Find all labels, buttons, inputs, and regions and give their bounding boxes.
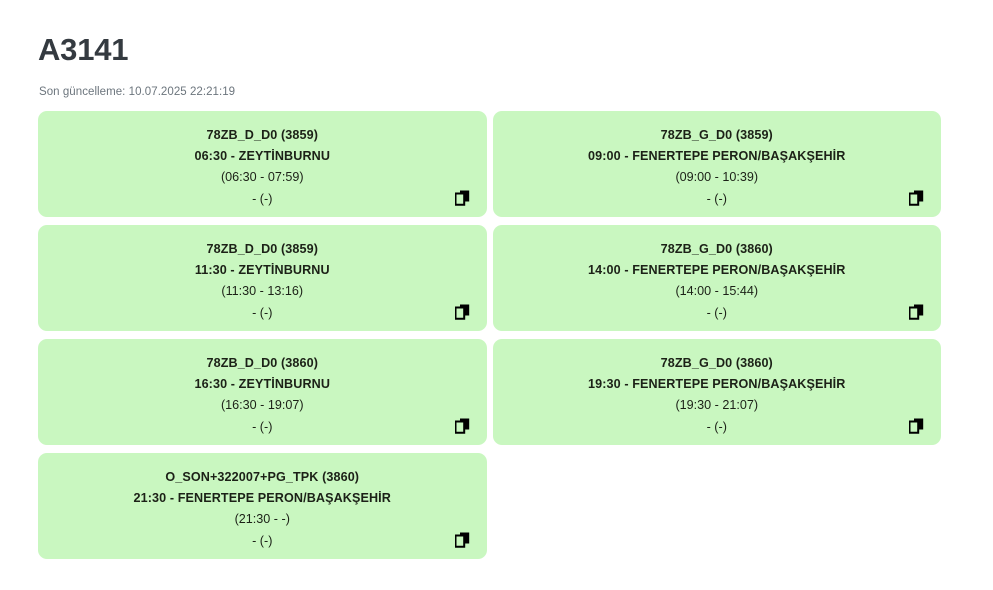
trip-service-code: 78ZB_D_D0 (3859) (206, 242, 318, 256)
trip-window: (09:00 - 10:39) (675, 170, 759, 185)
trip-service-code: 78ZB_D_D0 (3859) (206, 128, 318, 142)
trip-extra: - (-) (252, 191, 273, 206)
trip-window: (06:30 - 07:59) (220, 170, 304, 185)
trip-service-code: 78ZB_D_D0 (3860) (206, 356, 318, 370)
trip-card[interactable]: 78ZB_D_D0 (3859) 11:30 - ZEYTİNBURNU (11… (38, 225, 487, 331)
page-title: A3141 (38, 32, 129, 67)
trip-departure: 09:00 - FENERTEPE PERON/BAŞAKŞEHİR (588, 149, 846, 164)
trip-window: (14:00 - 15:44) (675, 284, 759, 299)
copy-icon[interactable] (909, 304, 924, 320)
trip-service-code: 78ZB_G_D0 (3859) (660, 128, 773, 142)
trip-window: (19:30 - 21:07) (675, 398, 759, 413)
trip-window: (21:30 - -) (234, 512, 290, 527)
trip-departure: 19:30 - FENERTEPE PERON/BAŞAKŞEHİR (588, 377, 846, 392)
trip-card[interactable]: 78ZB_D_D0 (3860) 16:30 - ZEYTİNBURNU (16… (38, 339, 487, 445)
trip-extra: - (-) (706, 191, 727, 206)
trip-window: (11:30 - 13:16) (221, 284, 304, 299)
copy-icon[interactable] (454, 418, 470, 434)
trip-card[interactable]: 78ZB_G_D0 (3859) 09:00 - FENERTEPE PERON… (492, 111, 941, 217)
trip-extra: - (-) (252, 305, 273, 320)
copy-icon[interactable] (454, 532, 470, 548)
trip-card[interactable]: 78ZB_D_D0 (3859) 06:30 - ZEYTİNBURNU (06… (38, 111, 487, 217)
trip-departure: 16:30 - ZEYTİNBURNU (194, 377, 331, 392)
trip-extra: - (-) (252, 533, 273, 548)
trip-service-code: 78ZB_G_D0 (3860) (660, 356, 773, 370)
trip-departure: 11:30 - ZEYTİNBURNU (194, 263, 330, 278)
trip-departure: 06:30 - ZEYTİNBURNU (194, 149, 331, 164)
copy-icon[interactable] (909, 418, 924, 434)
copy-icon[interactable] (454, 304, 470, 320)
copy-icon[interactable] (454, 190, 470, 206)
trip-departure: 21:30 - FENERTEPE PERON/BAŞAKŞEHİR (133, 491, 391, 506)
trip-extra: - (-) (706, 305, 727, 320)
trip-service-code: 78ZB_G_D0 (3860) (660, 242, 773, 256)
trip-departure: 14:00 - FENERTEPE PERON/BAŞAKŞEHİR (588, 263, 846, 278)
trip-cards-grid: 78ZB_D_D0 (3859) 06:30 - ZEYTİNBURNU (06… (38, 111, 941, 559)
page-container: A3141 Son güncelleme: 10.07.2025 22:21:1… (38, 32, 941, 559)
trip-window: (16:30 - 19:07) (220, 398, 304, 413)
trip-extra: - (-) (706, 419, 727, 434)
trip-card[interactable]: 78ZB_G_D0 (3860) 19:30 - FENERTEPE PERON… (492, 339, 941, 445)
trip-extra: - (-) (252, 419, 273, 434)
copy-icon[interactable] (909, 190, 924, 206)
trip-card[interactable]: O_SON+322007+PG_TPK (3860) 21:30 - FENER… (38, 453, 487, 559)
trip-service-code: O_SON+322007+PG_TPK (3860) (165, 470, 360, 484)
last-update-text: Son güncelleme: 10.07.2025 22:21:19 (39, 86, 236, 98)
trip-card[interactable]: 78ZB_G_D0 (3860) 14:00 - FENERTEPE PERON… (492, 225, 941, 331)
